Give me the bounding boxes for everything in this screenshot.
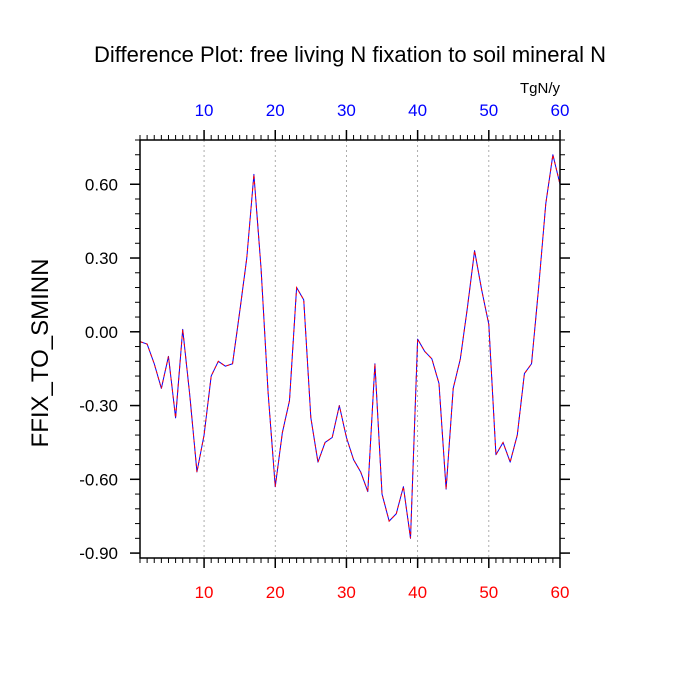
x-tick-label-top: 30 [337,101,356,120]
y-tick-label: 0.30 [85,249,118,268]
grid-lines [203,140,490,558]
x-tick-label-bottom: 60 [551,583,570,602]
x-tick-label-top: 60 [551,101,570,120]
y-axis-label: FFIX_TO_SMINN [27,259,54,448]
tick-labels: 10 10 20 20 30 30 40 40 50 50 60 60 0.60 0.30 0.00 -0.3… [79,101,569,602]
x-tick-label-bottom: 10 [195,583,214,602]
chart-title: Difference Plot: free living N fixation … [94,42,606,67]
x-tick-label-top: 10 [195,101,214,120]
y-tick-label: -0.30 [79,397,118,416]
y-tick-label: -0.60 [79,470,118,489]
series-lines [139,154,561,539]
plot-frame [139,139,561,559]
y-tick-label: -0.90 [79,544,118,563]
y-tick-label: 0.60 [85,175,118,194]
x-tick-label-top: 20 [266,101,285,120]
y-tick-label: 0.00 [85,323,118,342]
series-line-blue [139,154,561,539]
x-tick-label-top: 40 [408,101,427,120]
top-axis-units: TgN/y [520,80,561,97]
series-line-red-dashed [139,154,561,539]
x-tick-label-top: 50 [479,101,498,120]
x-tick-label-bottom: 30 [337,583,356,602]
x-tick-label-bottom: 20 [266,583,285,602]
x-tick-label-bottom: 40 [408,583,427,602]
axis-ticks [130,130,570,568]
x-tick-label-bottom: 50 [479,583,498,602]
